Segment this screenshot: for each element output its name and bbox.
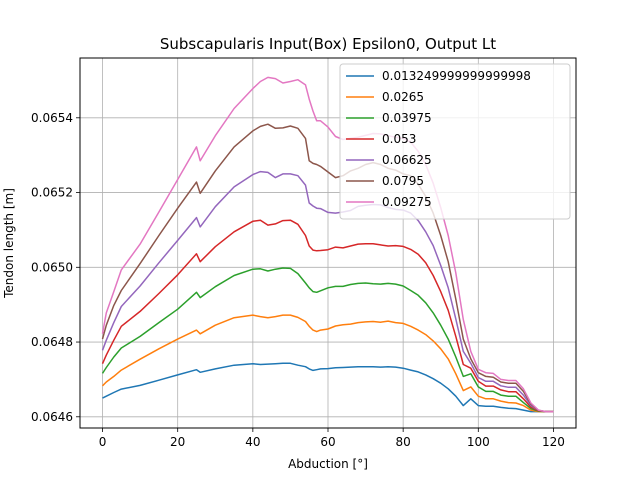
legend-label: 0.0265 — [382, 90, 424, 104]
x-tick-label: 100 — [467, 435, 490, 449]
x-tick-label: 20 — [170, 435, 185, 449]
series-line — [102, 362, 554, 413]
y-tick-label: 0.0648 — [31, 335, 73, 349]
legend-label: 0.053 — [382, 132, 416, 146]
y-tick-label: 0.0652 — [31, 186, 73, 200]
series-line — [101, 219, 554, 413]
x-tick-label: 80 — [396, 435, 411, 449]
chart-title: Subscapularis Input(Box) Epsilon0, Outpu… — [160, 35, 496, 53]
y-tick-label: 0.0650 — [31, 260, 73, 274]
x-tick-label: 60 — [320, 435, 335, 449]
x-axis-label: Abduction [°] — [288, 457, 368, 471]
axis-ticks: 0 20 40 60 80 100 120 0.0646 0.0648 0.0650 0.0652 0… — [31, 111, 565, 449]
x-tick-label: 0 — [99, 435, 107, 449]
legend-label: 0.06625 — [382, 153, 432, 167]
legend-box — [339, 63, 571, 220]
legend-label: 0.09275 — [382, 195, 432, 209]
legend: 0.013249999999999998 0.0265 0.03975 0.053 0.… — [339, 63, 571, 220]
legend-label: 0.0795 — [382, 174, 424, 188]
y-axis-label: Tendon length [m] — [2, 188, 16, 299]
x-tick-label: 120 — [542, 435, 565, 449]
legend-label: 0.03975 — [382, 111, 432, 125]
x-tick-label: 40 — [245, 435, 260, 449]
y-tick-label: 0.0646 — [31, 410, 73, 424]
series-line — [101, 314, 554, 413]
series-line — [101, 267, 554, 413]
legend-label: 0.013249999999999998 — [382, 69, 531, 83]
y-tick-label: 0.0654 — [31, 111, 73, 125]
